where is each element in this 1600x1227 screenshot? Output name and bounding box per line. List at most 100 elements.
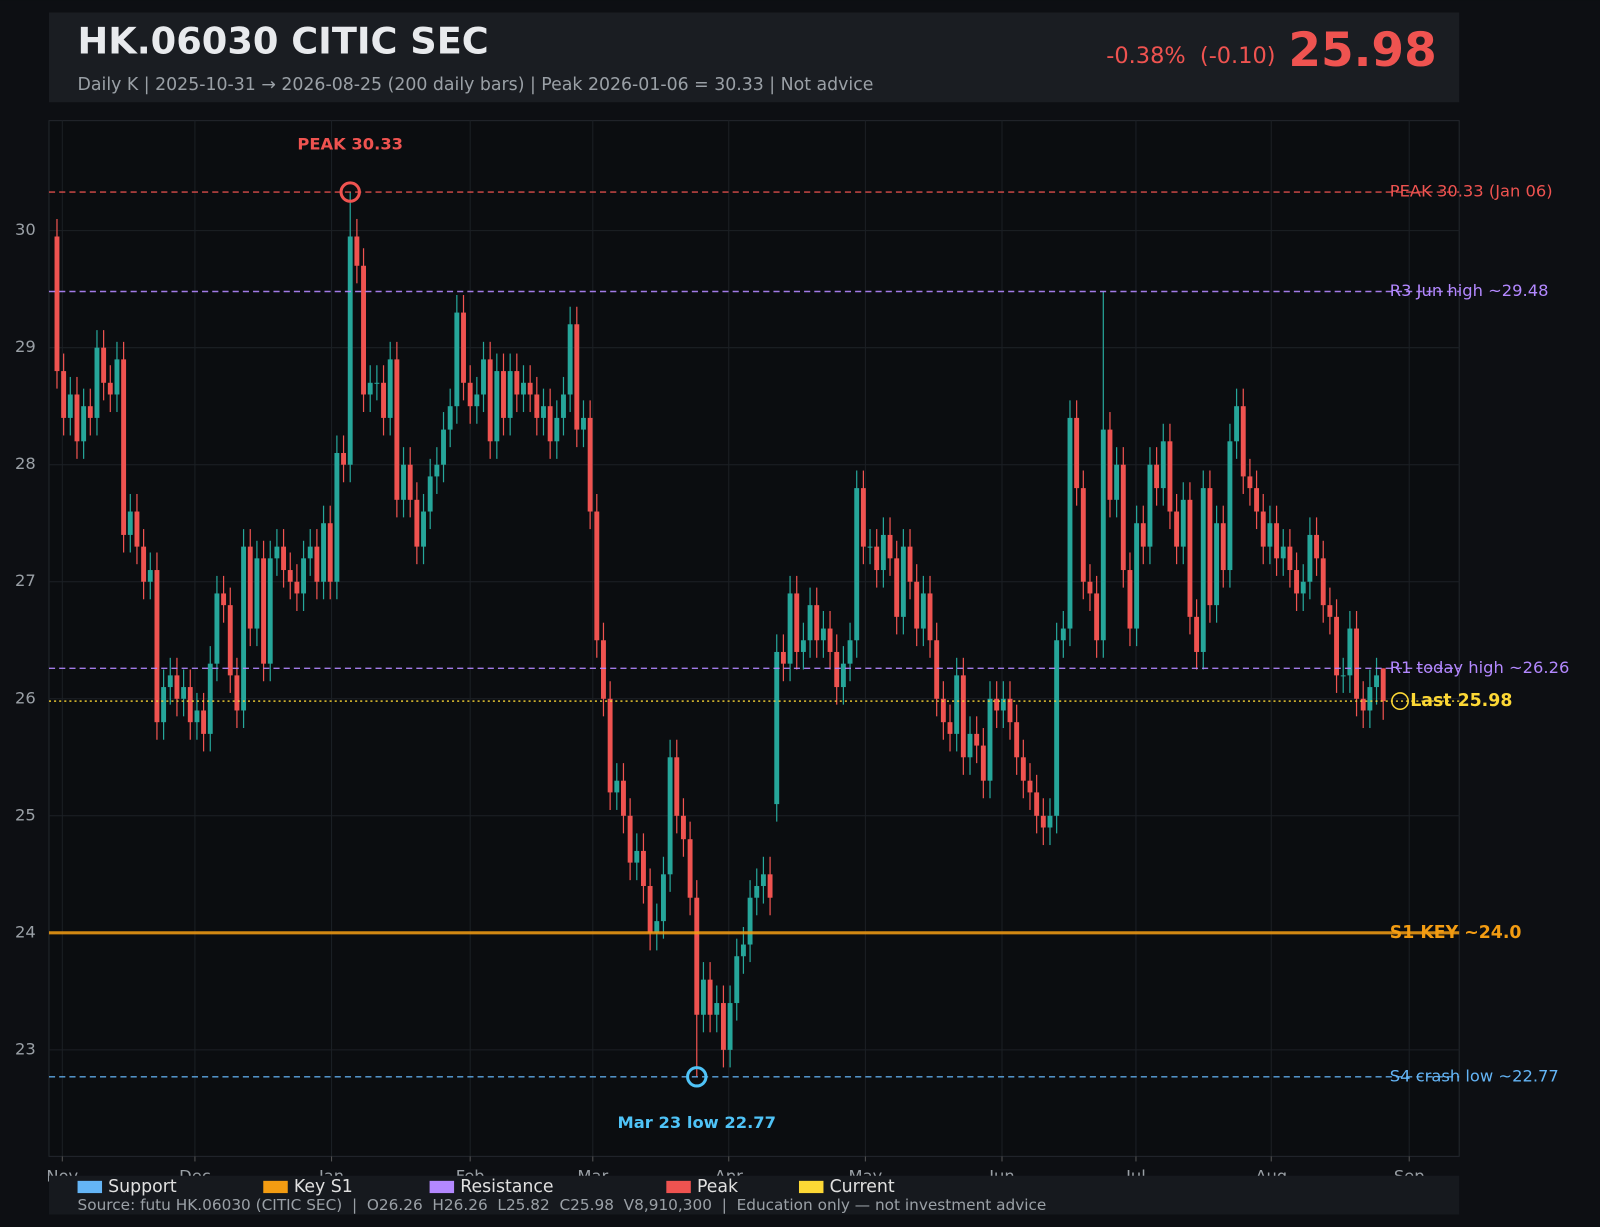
candle-body <box>854 488 860 641</box>
candle-body <box>381 382 386 418</box>
legend-label: Key S1 <box>294 1177 353 1197</box>
candle-body <box>334 453 340 582</box>
candle-body <box>561 394 566 418</box>
candle-body <box>641 850 646 887</box>
price: 25.98 <box>1288 23 1436 78</box>
candle-body <box>654 921 660 933</box>
candle-body <box>1107 429 1113 500</box>
candle-body <box>141 546 147 582</box>
candle-body <box>587 417 593 512</box>
candle-body <box>687 839 693 898</box>
candle-body <box>1234 406 1240 442</box>
candle-body <box>1127 570 1133 629</box>
y-tick-label: 23 <box>15 1039 36 1058</box>
candle-body <box>501 371 506 418</box>
candle-body <box>1254 488 1260 512</box>
candle-body <box>274 546 280 559</box>
candle-body <box>201 710 207 734</box>
candle-body <box>714 1003 720 1015</box>
candle-body <box>374 382 380 384</box>
candle-body <box>387 359 393 418</box>
header-panel <box>48 12 1460 103</box>
candle-body <box>127 511 133 535</box>
y-tick-label: 24 <box>15 922 36 941</box>
candle-body <box>807 605 813 641</box>
level-label: S4 crash low ~22.77 <box>1390 1066 1559 1085</box>
candle-body <box>887 534 893 559</box>
candle-body <box>1020 757 1026 781</box>
candle-body <box>660 874 666 922</box>
candle-body <box>301 558 307 594</box>
candle-body <box>727 1003 733 1050</box>
candle-body <box>740 944 746 957</box>
candle-body <box>980 745 986 781</box>
candle-body <box>74 394 80 442</box>
candle-body <box>367 382 373 395</box>
candle-body <box>1040 815 1046 828</box>
candle-body <box>81 406 87 442</box>
candle-body <box>1087 581 1093 594</box>
candle-body <box>1227 441 1233 571</box>
candle-body <box>1014 722 1020 758</box>
candle-body <box>707 979 713 1015</box>
candle-body <box>87 406 93 418</box>
y-tick-label: 28 <box>15 454 36 473</box>
candle-body <box>427 476 433 512</box>
y-tick-label: 26 <box>15 688 36 707</box>
candle-body <box>627 815 633 863</box>
candle-body <box>800 640 806 652</box>
candle-body <box>327 523 333 582</box>
candle-body <box>1160 441 1166 489</box>
candle-body <box>927 593 933 641</box>
candle-body <box>1334 616 1340 676</box>
candle-body <box>940 698 946 723</box>
legend-label: Current <box>830 1177 895 1197</box>
candle-body <box>1134 523 1140 629</box>
candle-body <box>474 394 480 407</box>
candle-body <box>1367 687 1373 711</box>
annotation-label: PEAK 30.33 <box>297 135 403 154</box>
candle-body <box>67 394 73 418</box>
candle-body <box>281 546 287 571</box>
candle-body <box>161 687 167 723</box>
candle-body <box>860 488 866 547</box>
candle-body <box>534 394 540 418</box>
candle-body <box>974 733 980 746</box>
candle-body <box>621 780 626 816</box>
candle-body <box>774 651 780 805</box>
candle-body <box>61 371 67 418</box>
annotation-label: Mar 23 low 22.77 <box>618 1113 777 1132</box>
candle-body <box>700 979 706 1015</box>
candle-body <box>1174 511 1180 547</box>
candle-body <box>1034 792 1040 816</box>
candle-body <box>1067 417 1073 629</box>
candle-body <box>1274 523 1280 559</box>
candle-body <box>101 347 107 383</box>
candle-body <box>787 593 793 664</box>
candle-body <box>54 236 60 372</box>
subtitle: Daily K | 2025-10-31 → 2026-08-25 (200 d… <box>78 75 874 95</box>
candle-body <box>567 324 573 395</box>
candle-body <box>847 640 853 664</box>
legend-swatch <box>429 1180 455 1194</box>
candle-body <box>1220 523 1226 571</box>
candle-body <box>1047 815 1053 828</box>
candle-body <box>1054 640 1060 816</box>
candle-body <box>267 558 273 664</box>
candle-body <box>1300 581 1306 594</box>
candle-body <box>554 417 560 442</box>
price-change: -0.38% (-0.10) <box>1106 43 1275 69</box>
candle-body <box>894 558 900 617</box>
candle-body <box>547 406 553 442</box>
candle-body <box>987 698 993 781</box>
candle-body <box>914 581 920 629</box>
candle-body <box>107 382 113 395</box>
candle-body <box>147 570 153 582</box>
candle-body <box>874 546 880 571</box>
candle-body <box>487 359 493 442</box>
candle-body <box>947 722 953 734</box>
candle-body <box>1074 417 1080 489</box>
candle-body <box>1207 488 1213 606</box>
